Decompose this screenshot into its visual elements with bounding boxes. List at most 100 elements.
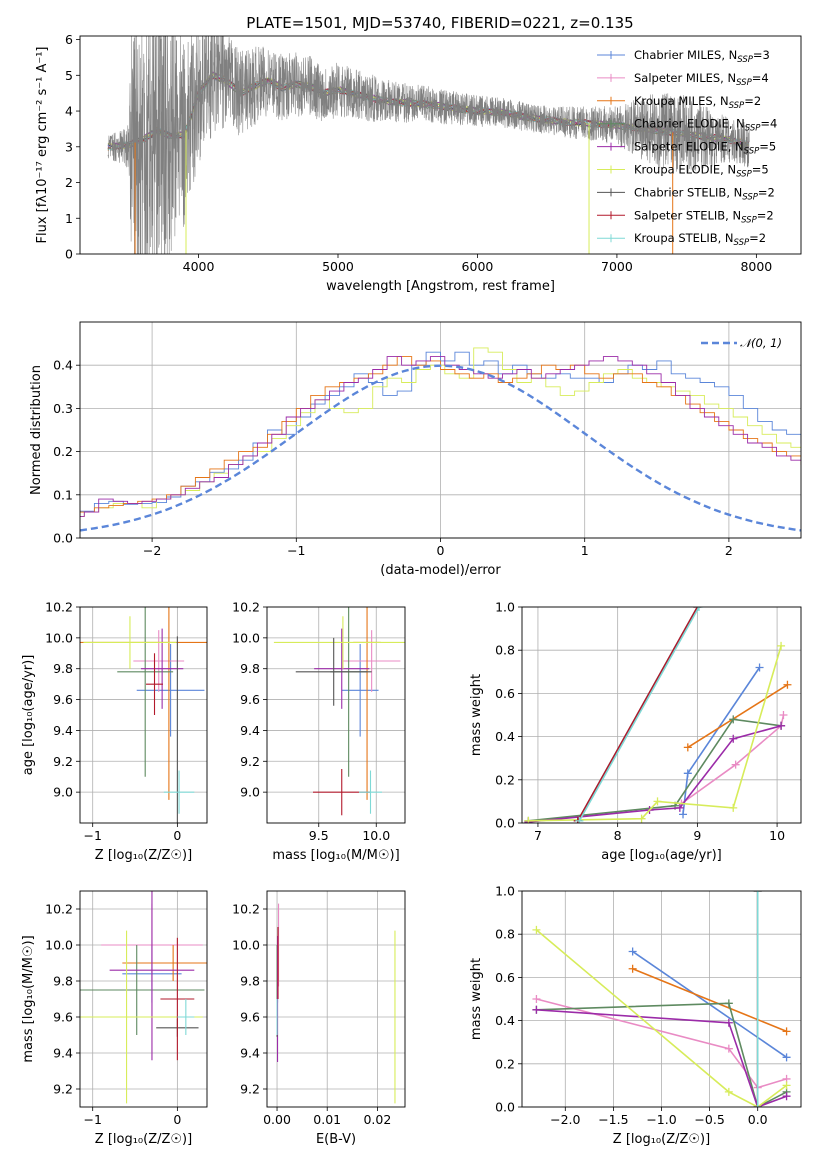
x-tick-label: −1.5 xyxy=(598,1112,628,1127)
weight-point-marker xyxy=(524,816,533,823)
panel-weight_vs_age: 7 8 9 10 0.0 0.2 0.4 0.6 0.8 1.0 age [log₁₀(age/yr… xyxy=(469,600,802,863)
legend-nssp-subscript: SSP xyxy=(736,78,752,88)
weight-point-marker xyxy=(782,1027,791,1036)
weight-series-line xyxy=(536,1002,787,1107)
weight-point-marker xyxy=(724,1018,733,1027)
weight-series-line xyxy=(528,645,782,822)
x-tick-label: 0 xyxy=(173,828,181,843)
weight-point-marker xyxy=(532,925,541,934)
legend-label: Salpeter ELODIE, NSSP=5 xyxy=(634,140,776,157)
weight-point-marker xyxy=(675,803,684,812)
weight-series-line xyxy=(535,929,788,1107)
axes-frame xyxy=(521,890,802,1108)
weight-point-marker xyxy=(753,891,762,895)
weight-point-marker xyxy=(782,1081,791,1090)
y-tick-label: 9.6 xyxy=(240,692,260,707)
plot-area-residuals xyxy=(80,347,801,532)
plot-area-mass_vs_Z xyxy=(80,891,207,1104)
weight-point-marker xyxy=(532,995,541,1003)
y-axis-label: mass [log₁₀(M/M☉)] xyxy=(21,935,36,1062)
y-axis-label: Flux [fλ10⁻¹⁷ erg cm⁻² s⁻¹ A⁻¹] xyxy=(35,47,50,244)
y-tick-label: 9.0 xyxy=(240,785,260,800)
x-tick-label: 9 xyxy=(693,828,701,843)
y-axis-label: mass weight xyxy=(469,958,484,1040)
gaussian-legend-label: 𝒩(0, 1) xyxy=(740,336,782,350)
x-tick-label: 4000 xyxy=(183,259,215,274)
x-tick-label: 0.02 xyxy=(363,1112,391,1127)
weight-series-line xyxy=(632,968,787,1033)
weight-point-marker xyxy=(628,964,637,973)
y-tick-label: 0.2 xyxy=(495,1056,515,1071)
weight-series-line xyxy=(577,607,699,822)
x-axis-label: Z [log₁₀(Z/Z☉)] xyxy=(95,848,192,863)
legend-nssp-prefix: , N xyxy=(726,185,742,199)
y-tick-label: 1.0 xyxy=(495,884,515,899)
plot-area-spectrum xyxy=(107,36,750,254)
legend-nssp-value: =5 xyxy=(752,163,769,177)
y-tick-label: 1.0 xyxy=(495,600,515,615)
plot-area-mass_vs_EBV xyxy=(276,903,396,1104)
y-tick-label: 0.4 xyxy=(53,358,73,373)
weight-point-marker xyxy=(779,711,788,719)
legend-nssp-value: =2 xyxy=(757,208,774,222)
y-tick-label: 6 xyxy=(65,32,73,47)
x-tick-label: −0.5 xyxy=(694,1112,724,1127)
x-tick-label: 7000 xyxy=(601,259,633,274)
x-tick-label: 7 xyxy=(534,828,542,843)
weight-point-marker xyxy=(575,816,584,823)
x-tick-label: 0 xyxy=(173,1112,181,1127)
legend-nssp-prefix: , N xyxy=(721,48,737,62)
legend-label: Kroupa MILES, NSSP=2 xyxy=(634,94,761,111)
axes-frame xyxy=(79,321,802,539)
x-axis-label: Z [log₁₀(Z/Z☉)] xyxy=(613,1132,710,1147)
y-tick-label: 9.2 xyxy=(240,754,260,769)
weight-point-marker xyxy=(637,814,646,823)
weight-point-marker xyxy=(753,1103,762,1107)
x-tick-label: 2 xyxy=(725,543,733,558)
y-tick-label: 9.4 xyxy=(240,1046,260,1061)
y-tick-label: 4 xyxy=(65,104,73,119)
legend-nssp-value: =5 xyxy=(759,140,776,154)
legend-label: Kroupa STELIB, NSSP=2 xyxy=(634,231,766,248)
weight-point-marker xyxy=(724,1087,733,1096)
weight-series-line xyxy=(680,714,785,805)
y-tick-label: 9.6 xyxy=(53,692,73,707)
y-tick-label: 9.4 xyxy=(53,1046,73,1061)
y-tick-label: 0.1 xyxy=(53,487,73,502)
y-tick-label: 9.2 xyxy=(53,754,73,769)
x-tick-label: −1 xyxy=(287,543,305,558)
legend-nssp-value: =2 xyxy=(749,231,766,245)
weight-point-marker xyxy=(729,803,738,812)
x-tick-label: 0 xyxy=(437,543,445,558)
panel-age_vs_Z: −1 0 9.0 9.2 9.4 9.6 9.8 10.0 10.2 Z [log₁₀(Z/Z☉)… xyxy=(21,600,208,863)
legend-model-name: Kroupa STELIB xyxy=(634,231,718,245)
y-tick-label: 0.2 xyxy=(53,444,73,459)
y-tick-label: 9.6 xyxy=(240,1010,260,1025)
panel-age_vs_mass: 9.5 10.0 9.0 9.2 9.4 9.6 9.8 10.0 10.2 mass [log₁… xyxy=(232,600,406,863)
x-tick-label: −1 xyxy=(83,828,101,843)
x-axis-label: E(B-V) xyxy=(316,1132,356,1147)
weight-point-marker xyxy=(532,1005,541,1014)
weight-point-marker xyxy=(777,641,786,650)
y-tick-label: 9.8 xyxy=(53,661,73,676)
x-axis-label: age [log₁₀(age/yr)] xyxy=(601,848,722,863)
weight-series-line xyxy=(536,1009,787,1107)
x-tick-label: 10 xyxy=(769,828,785,843)
y-tick-label: 9.2 xyxy=(53,1082,73,1097)
y-tick-label: 10.2 xyxy=(45,902,73,917)
weight-series-line xyxy=(578,607,700,822)
legend-model-name: Kroupa ELODIE xyxy=(634,163,720,177)
histogram-series xyxy=(80,356,801,517)
legend-nssp-prefix: , N xyxy=(718,231,734,245)
x-tick-label: 1 xyxy=(581,543,589,558)
y-tick-label: 10.0 xyxy=(232,630,260,645)
legend-model-name: Salpeter STELIB xyxy=(634,208,725,222)
x-tick-label: 8000 xyxy=(740,259,772,274)
y-tick-label: 9.8 xyxy=(53,974,73,989)
legend-model-name: Chabrier ELODIE xyxy=(634,117,729,131)
legend-nssp-subscript: SSP xyxy=(737,55,753,65)
weight-point-marker xyxy=(628,947,637,956)
panel-mass_vs_Z: −1 0 9.2 9.4 9.6 9.8 10.0 10.2 Z [log₁₀(Z/Z☉)] ma… xyxy=(21,890,208,1147)
